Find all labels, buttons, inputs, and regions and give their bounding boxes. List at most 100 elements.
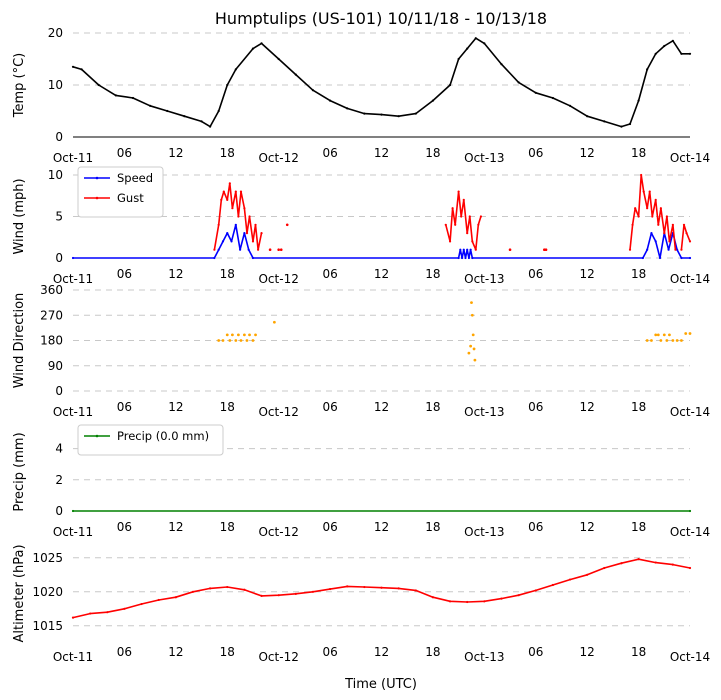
y-tick-label: 1025 <box>32 551 63 565</box>
data-point <box>688 509 692 513</box>
data-point <box>517 81 520 84</box>
data-point <box>226 83 229 87</box>
data-point <box>646 248 649 251</box>
data-point <box>257 248 260 251</box>
data-point <box>640 173 643 177</box>
x-tick-label: 06 <box>322 146 337 160</box>
data-point <box>688 52 692 55</box>
y-tick-label: 0 <box>55 504 63 518</box>
x-tick-label: 06 <box>117 520 132 534</box>
data-point <box>397 587 400 590</box>
x-tick-label: 12 <box>374 520 389 534</box>
data-point <box>209 587 212 590</box>
data-point <box>221 240 225 243</box>
data-point <box>473 358 477 362</box>
data-point <box>234 223 237 226</box>
data-point <box>414 112 417 115</box>
data-point <box>654 561 657 564</box>
x-tick-label: Oct-12 <box>258 151 298 165</box>
data-point <box>654 198 657 201</box>
data-point <box>674 248 677 251</box>
data-point <box>431 99 435 102</box>
x-tick-label: Oct-14 <box>670 525 710 539</box>
data-point <box>97 83 100 87</box>
y-tick-label: 5 <box>55 210 63 224</box>
series-line-speed <box>73 224 690 259</box>
x-tick-label: Oct-14 <box>670 405 710 419</box>
data-point <box>667 248 670 251</box>
data-point <box>217 248 220 251</box>
data-point <box>220 198 223 201</box>
data-point <box>468 215 471 218</box>
x-tick-label: 12 <box>374 146 389 160</box>
x-tick-label: Oct-14 <box>670 151 710 165</box>
x-tick-label: 12 <box>168 645 183 659</box>
data-point <box>277 594 280 597</box>
data-point <box>466 600 469 604</box>
y-tick-label: 10 <box>48 78 63 92</box>
x-tick-label: 06 <box>322 400 337 414</box>
data-point <box>140 602 143 606</box>
panel-temp: 0 10 20 Oct-11 06 12 18 Oct-12 06 12 18 Oct-13 06 12 1… <box>12 26 710 165</box>
x-tick-label: Oct-11 <box>53 525 93 539</box>
x-tick-label: 06 <box>117 146 132 160</box>
x-tick-label: 12 <box>374 400 389 414</box>
y-tick-label: 2 <box>55 473 63 487</box>
data-point <box>688 256 692 260</box>
data-point <box>650 232 653 235</box>
data-point <box>226 585 229 589</box>
data-point <box>680 256 683 260</box>
data-point <box>688 332 692 335</box>
data-point <box>637 99 640 102</box>
data-point <box>414 589 417 592</box>
x-tick-label: 12 <box>168 400 183 414</box>
data-point <box>651 215 654 218</box>
data-point <box>483 42 486 45</box>
x-tick-label: 18 <box>425 146 440 160</box>
x-tick-label: 06 <box>322 645 337 659</box>
data-point <box>166 109 169 113</box>
data-point <box>466 248 469 251</box>
data-point <box>245 339 249 342</box>
data-point <box>239 190 243 193</box>
data-point <box>551 583 554 587</box>
x-tick-label: 06 <box>117 267 132 281</box>
y-tick-label: 1020 <box>32 585 63 599</box>
x-tick-label: 18 <box>220 267 235 281</box>
data-point <box>483 600 486 603</box>
data-point <box>658 256 662 260</box>
data-point <box>685 232 688 235</box>
data-point <box>243 207 246 210</box>
data-point <box>451 207 454 210</box>
x-tick-label: 18 <box>220 645 235 659</box>
data-point <box>508 248 512 251</box>
data-point <box>662 333 666 337</box>
data-point <box>311 590 315 593</box>
x-axis-label: Time (UTC) <box>344 677 417 692</box>
data-point <box>457 256 460 260</box>
data-point <box>226 232 229 235</box>
data-point <box>471 256 474 260</box>
x-tick-label: 18 <box>631 267 646 281</box>
data-point <box>659 207 662 210</box>
data-point <box>311 89 315 92</box>
data-point <box>248 333 251 337</box>
x-tick-label: 12 <box>168 146 183 160</box>
data-point <box>448 600 452 603</box>
data-point <box>628 122 632 126</box>
x-tick-label: 18 <box>425 645 440 659</box>
data-point <box>551 96 554 100</box>
x-tick-label: Oct-12 <box>258 405 298 419</box>
data-point <box>254 223 257 226</box>
data-point <box>106 611 109 614</box>
data-point <box>222 190 225 193</box>
data-point <box>89 612 92 615</box>
x-tick-label: 06 <box>117 400 132 414</box>
data-point <box>71 256 75 260</box>
x-tick-label: 18 <box>220 520 235 534</box>
data-point <box>642 190 645 193</box>
data-point <box>174 596 177 599</box>
data-point <box>586 115 589 118</box>
data-point <box>230 240 233 243</box>
data-point <box>470 301 473 305</box>
